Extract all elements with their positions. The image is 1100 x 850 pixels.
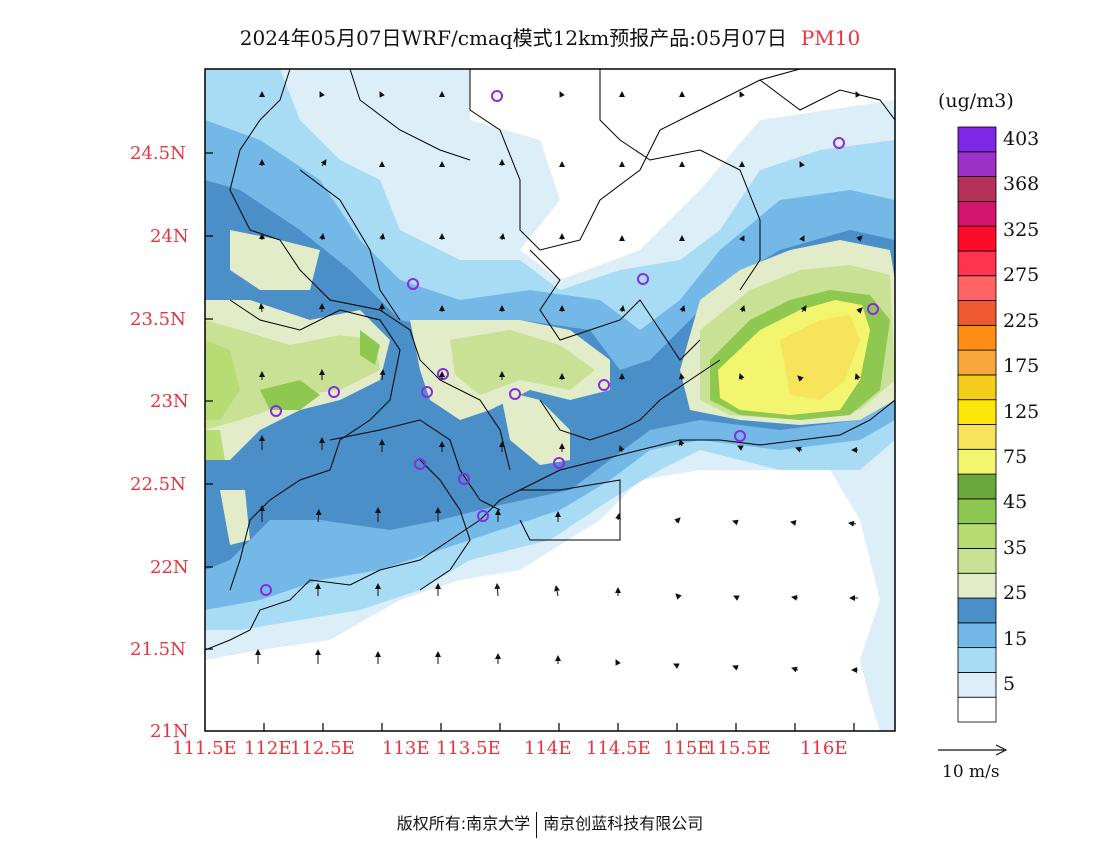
pollutant-label: PM10 xyxy=(800,26,861,50)
colorbar-label: 275 xyxy=(1003,264,1040,287)
map-frame xyxy=(204,68,896,732)
colorbar-swatch xyxy=(957,523,997,549)
colorbar-label: 403 xyxy=(1003,127,1040,150)
lat-label: 24.5N xyxy=(130,143,186,164)
colorbar-label: 325 xyxy=(1003,218,1040,241)
wind-key-label: 10 m/s xyxy=(942,762,1000,782)
wind-key-arrow xyxy=(938,744,1008,756)
lon-label: 114.5E xyxy=(586,738,651,759)
map-title: 2024年05月07日WRF/cmaq模式12km预报产品:05月07日 PM10 xyxy=(0,22,1100,51)
colorbar-swatch xyxy=(957,473,997,500)
lat-label: 21N xyxy=(150,721,189,742)
lon-label: 113E xyxy=(382,738,430,759)
colorbar-swatch xyxy=(957,672,997,698)
lat-label: 23N xyxy=(150,391,189,412)
colorbar-label: 15 xyxy=(1003,627,1028,650)
colorbar-label: 368 xyxy=(1003,173,1040,196)
colorbar-swatch xyxy=(957,647,997,673)
colorbar-swatch xyxy=(957,324,997,351)
colorbar-swatch xyxy=(957,126,997,153)
colorbar-label: 35 xyxy=(1003,536,1028,559)
copyright-left: 版权所有:南京大学 xyxy=(396,814,531,833)
colorbar-swatch xyxy=(957,597,997,624)
colorbar-swatch xyxy=(957,399,997,425)
lon-label: 115.5E xyxy=(706,738,771,759)
title-text: 2024年05月07日WRF/cmaq模式12km预报产品:05月07日 xyxy=(239,26,787,50)
colorbar-swatch xyxy=(957,572,997,599)
lat-label: 21.5N xyxy=(130,639,186,660)
colorbar-swatch xyxy=(957,498,997,525)
lon-label: 116E xyxy=(800,738,848,759)
pm10-field xyxy=(205,69,895,731)
colorbar-swatch xyxy=(957,424,997,450)
boundary-lines xyxy=(205,69,895,651)
lon-label: 114E xyxy=(524,738,572,759)
colorbar-label: 45 xyxy=(1003,491,1028,514)
colorbar-swatch xyxy=(957,622,997,649)
colorbar-label: 225 xyxy=(1003,309,1040,332)
colorbar-swatch xyxy=(957,448,997,475)
footer-separator xyxy=(536,811,538,838)
colorbar xyxy=(957,126,997,723)
colorbar-label: 5 xyxy=(1003,673,1016,696)
lat-label: 24N xyxy=(150,226,189,247)
lon-label: 112E xyxy=(244,738,292,759)
lon-label: 111.5E xyxy=(172,738,237,759)
colorbar-label: 25 xyxy=(1003,582,1028,605)
colorbar-swatch xyxy=(957,151,997,177)
lon-label: 115E xyxy=(663,738,711,759)
copyright-right: 南京创蓝科技有限公司 xyxy=(543,814,704,833)
colorbar-swatch xyxy=(957,275,997,301)
lat-label: 23.5N xyxy=(130,309,186,330)
colorbar-swatch xyxy=(957,374,997,401)
colorbar-swatch xyxy=(957,250,997,277)
lat-label: 22N xyxy=(150,557,189,578)
colorbar-swatch xyxy=(957,176,997,202)
lon-label: 112.5E xyxy=(290,738,355,759)
lon-label: 113.5E xyxy=(436,738,501,759)
colorbar-label: 75 xyxy=(1003,445,1028,468)
colorbar-label: 125 xyxy=(1003,400,1040,423)
colorbar-swatch xyxy=(957,300,997,326)
colorbar-swatch xyxy=(957,225,997,252)
colorbar-unit: (ug/m3) xyxy=(938,90,1014,112)
copyright-footer: 版权所有:南京大学 南京创蓝科技有限公司 xyxy=(0,810,1100,838)
axis-ticks xyxy=(205,152,855,731)
colorbar-swatch xyxy=(957,349,997,376)
colorbar-label: 175 xyxy=(1003,355,1040,378)
colorbar-swatch xyxy=(957,696,997,723)
colorbar-swatch xyxy=(957,200,997,227)
wind-vectors xyxy=(255,91,863,673)
colorbar-swatch xyxy=(957,548,997,574)
lat-label: 22.5N xyxy=(130,474,186,495)
monitoring-stations xyxy=(260,90,879,596)
